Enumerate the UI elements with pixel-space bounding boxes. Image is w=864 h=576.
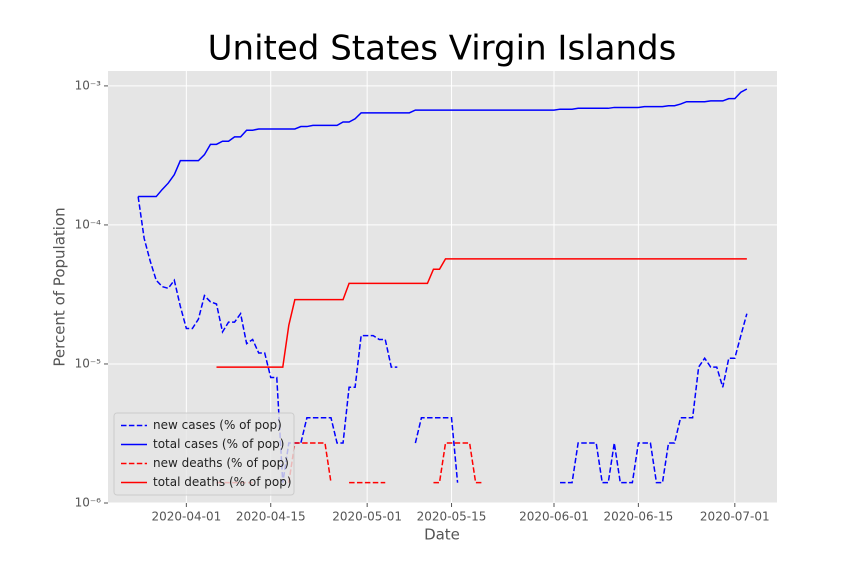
- legend-label: total deaths (% of pop): [153, 475, 292, 489]
- legend-box: [113, 412, 295, 496]
- legend-label: new cases (% of pop): [153, 418, 282, 432]
- y-axis-label: Percent of Population: [51, 207, 69, 366]
- grid: 10⁻⁶ 10⁻⁵ 10⁻⁴ 10⁻³ 2020-04-01 2020-04-15 2020…: [75, 71, 777, 524]
- y-tick-label: 10⁻⁴: [75, 217, 102, 231]
- legend-label: new deaths (% of pop): [153, 456, 289, 470]
- x-tick-label: 2020-05-01: [332, 510, 402, 524]
- series-line: [138, 88, 748, 198]
- x-tick-label: 2020-06-01: [519, 510, 589, 524]
- y-tick-label: 10⁻⁶: [75, 496, 102, 510]
- legend: new cases (% of pop) total cases (% of po…: [113, 412, 295, 496]
- x-tick-label: 2020-04-15: [236, 510, 306, 524]
- x-tick-label: 2020-07-01: [700, 510, 770, 524]
- series-line: [137, 196, 748, 484]
- x-axis-label: Date: [424, 526, 460, 544]
- series-line: [216, 258, 747, 368]
- x-tick-label: 2020-05-15: [417, 510, 487, 524]
- y-tick-label: 10⁻⁵: [75, 356, 102, 370]
- x-tick-label: 2020-04-01: [151, 510, 221, 524]
- chart-title: United States Virgin Islands: [208, 29, 677, 69]
- x-tick-label: 2020-06-15: [604, 510, 674, 524]
- legend-label: total cases (% of pop): [153, 437, 284, 451]
- y-tick-label: 10⁻³: [75, 78, 102, 92]
